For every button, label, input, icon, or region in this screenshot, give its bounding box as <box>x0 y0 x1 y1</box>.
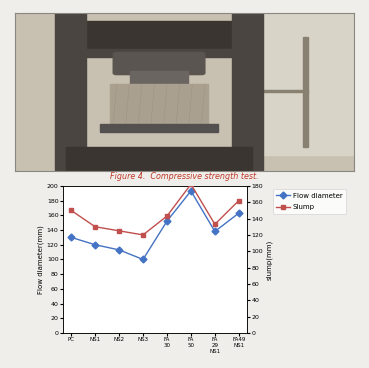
Bar <box>130 71 188 84</box>
Flow diameter <box>93 243 97 247</box>
Slump <box>93 224 97 229</box>
Flow diameter <box>117 248 121 252</box>
Bar <box>66 21 252 53</box>
Legend: Flow diameter, Slump: Flow diameter, Slump <box>273 189 346 214</box>
Flow diameter <box>189 189 193 193</box>
Flow diameter <box>141 257 145 262</box>
Bar <box>303 37 308 147</box>
Flow diameter <box>237 211 241 215</box>
Flow diameter <box>165 219 169 223</box>
Bar <box>239 37 244 147</box>
Flow diameter <box>213 229 217 234</box>
Line: Slump: Slump <box>69 182 241 237</box>
Y-axis label: Flow diameter(mm): Flow diameter(mm) <box>38 225 44 294</box>
Flow diameter <box>69 235 73 240</box>
Bar <box>235 13 354 155</box>
Bar <box>239 90 308 92</box>
Slump <box>69 208 73 213</box>
Slump <box>237 198 241 203</box>
Slump <box>141 233 145 237</box>
FancyBboxPatch shape <box>113 53 205 75</box>
Bar <box>110 84 208 124</box>
Bar <box>83 49 235 57</box>
Y-axis label: slump(mm): slump(mm) <box>266 239 272 280</box>
Bar <box>55 13 86 171</box>
Line: Flow diameter: Flow diameter <box>69 188 241 262</box>
Slump <box>117 229 121 233</box>
Bar <box>100 124 218 131</box>
Slump <box>165 214 169 218</box>
Slump <box>189 182 193 187</box>
Bar <box>66 147 252 171</box>
Text: Figure 4.  Compressive strength test.: Figure 4. Compressive strength test. <box>110 172 259 181</box>
Slump <box>213 222 217 226</box>
Bar <box>232 13 263 171</box>
